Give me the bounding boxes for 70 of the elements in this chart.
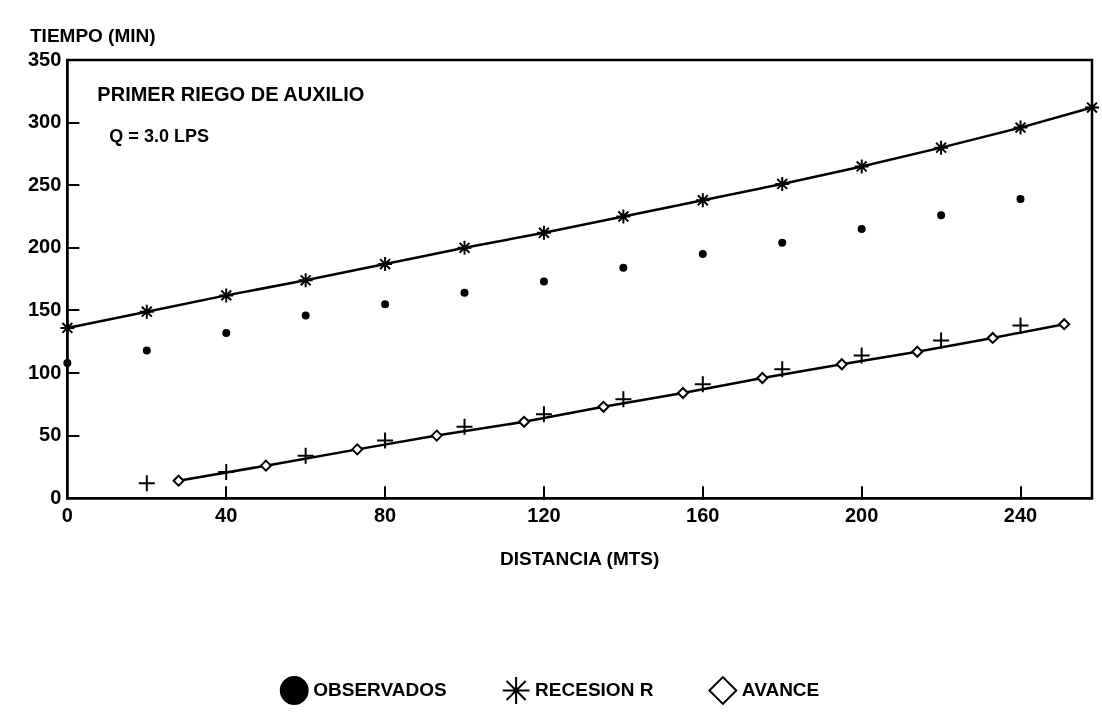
x-tick-label: 120 bbox=[527, 503, 561, 526]
y-tick-label: 50 bbox=[39, 423, 62, 446]
legend-label: OBSERVADOS bbox=[313, 678, 447, 700]
point bbox=[59, 319, 76, 336]
point bbox=[138, 303, 155, 320]
point bbox=[351, 443, 364, 456]
y-tick-label: 150 bbox=[27, 297, 62, 320]
point bbox=[1016, 194, 1025, 203]
point bbox=[937, 211, 946, 220]
annotation: Q = 3.0 LPS bbox=[109, 125, 209, 146]
point bbox=[614, 390, 633, 409]
point bbox=[172, 474, 185, 487]
x-tick-label: 40 bbox=[215, 503, 238, 526]
y-axis-title: TIEMPO (MIN) bbox=[30, 24, 156, 46]
point bbox=[430, 429, 443, 442]
point bbox=[376, 431, 395, 450]
point bbox=[1011, 316, 1030, 335]
point bbox=[932, 331, 951, 350]
annotation: PRIMER RIEGO DE AUXILIO bbox=[97, 82, 365, 105]
point bbox=[778, 238, 787, 247]
point bbox=[597, 400, 610, 413]
point bbox=[698, 250, 707, 259]
y-tick-label: 250 bbox=[27, 172, 62, 195]
y-tick-label: 100 bbox=[27, 360, 62, 383]
point bbox=[534, 405, 553, 424]
point bbox=[852, 346, 871, 365]
point bbox=[217, 462, 236, 481]
point bbox=[142, 346, 151, 355]
point bbox=[222, 328, 231, 337]
point bbox=[518, 415, 531, 428]
point bbox=[619, 263, 628, 272]
y-tick-label: 200 bbox=[27, 235, 62, 258]
point bbox=[218, 287, 235, 304]
point bbox=[676, 387, 689, 400]
point bbox=[694, 192, 711, 209]
legend-label: RECESION R bbox=[535, 678, 654, 700]
point bbox=[911, 345, 924, 358]
point bbox=[933, 139, 950, 156]
x-tick-label: 240 bbox=[1003, 503, 1038, 526]
point bbox=[857, 225, 866, 234]
x-tick-label: 80 bbox=[373, 503, 397, 526]
point bbox=[297, 272, 314, 289]
point bbox=[456, 239, 473, 256]
y-tick-label: 0 bbox=[50, 485, 62, 508]
point bbox=[853, 158, 870, 175]
point bbox=[773, 360, 792, 379]
point bbox=[1012, 119, 1029, 136]
x-tick-label: 200 bbox=[844, 503, 879, 526]
y-tick-label: 300 bbox=[27, 110, 62, 133]
point bbox=[455, 417, 474, 436]
point bbox=[774, 175, 791, 192]
point bbox=[259, 459, 272, 472]
y-tick-label: 350 bbox=[27, 47, 62, 70]
point bbox=[535, 224, 552, 241]
point bbox=[296, 446, 315, 465]
point bbox=[756, 372, 769, 385]
point bbox=[460, 288, 469, 297]
point bbox=[539, 277, 548, 286]
point bbox=[301, 311, 310, 320]
x-tick-label: 160 bbox=[686, 503, 720, 526]
point bbox=[986, 331, 999, 344]
legend-label: AVANCE bbox=[741, 678, 820, 700]
point bbox=[615, 208, 632, 225]
point bbox=[835, 358, 848, 371]
point bbox=[377, 256, 394, 273]
point bbox=[137, 474, 156, 493]
point bbox=[1058, 318, 1071, 331]
x-axis-title: DISTANCIA (MTS) bbox=[500, 547, 660, 569]
point bbox=[381, 300, 390, 309]
point bbox=[693, 375, 712, 394]
